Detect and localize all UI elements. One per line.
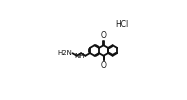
Text: O: O [101,31,106,40]
Text: NH: NH [75,53,85,59]
Text: HCl: HCl [116,20,129,29]
Text: H2N: H2N [57,50,72,56]
Text: O: O [101,61,106,70]
